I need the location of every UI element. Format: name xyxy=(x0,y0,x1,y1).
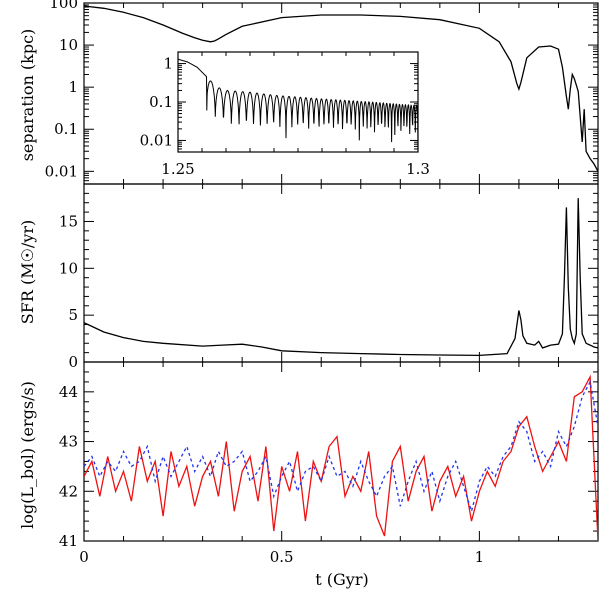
luminosity-axis-label: log(L_bol) (ergs/s) xyxy=(18,381,37,529)
x-tick-label: 0.5 xyxy=(270,548,294,566)
inset-orbit-line xyxy=(177,58,419,145)
inset-frame xyxy=(177,51,419,153)
y-tick-label: 42 xyxy=(59,482,78,500)
x-tick-label: 0 xyxy=(79,548,89,566)
inset-y-tick-label: 1 xyxy=(163,55,173,73)
x-tick-label: 1 xyxy=(475,548,485,566)
series-line-solid xyxy=(84,374,598,541)
y-tick-label: 41 xyxy=(59,532,78,550)
y-tick-label: 15 xyxy=(59,212,78,230)
y-tick-label: 0.1 xyxy=(54,120,78,138)
separation-axis-label: separation (kpc) xyxy=(18,29,37,162)
inset-y-tick-label: 0.01 xyxy=(140,131,173,149)
inset-panel: 1 0.1 0.01 1.25 1.3 xyxy=(140,51,430,178)
luminosity-panel: 41 42 43 44 0 0.5 1 xyxy=(59,361,599,566)
y-tick-label: 44 xyxy=(59,383,78,401)
y-tick-label: 1 xyxy=(68,78,78,96)
y-tick-label: 10 xyxy=(59,259,78,277)
inset-y-tick-label: 0.1 xyxy=(149,93,173,111)
inset-x-tick-label: 1.3 xyxy=(406,160,430,178)
y-tick-label: 10 xyxy=(59,36,78,54)
panel-frame xyxy=(83,183,599,363)
inset-x-tick-label: 1.25 xyxy=(161,160,194,178)
series-line-separation xyxy=(84,5,598,172)
y-tick-label: 100 xyxy=(49,0,78,12)
y-tick-label: 43 xyxy=(59,433,78,451)
y-tick-label: 0 xyxy=(68,353,78,371)
series-line-dotted xyxy=(84,379,598,514)
time-axis-label: t (Gyr) xyxy=(315,570,368,589)
y-tick-label: 5 xyxy=(68,306,78,324)
panel-frame xyxy=(83,361,599,542)
y-tick-label: 0.01 xyxy=(45,162,78,180)
series-line-SFR xyxy=(84,198,598,357)
sfr-axis-label: SFR (M☉/yr) xyxy=(18,220,37,324)
sfr-panel: 0 5 10 15 xyxy=(59,183,599,371)
